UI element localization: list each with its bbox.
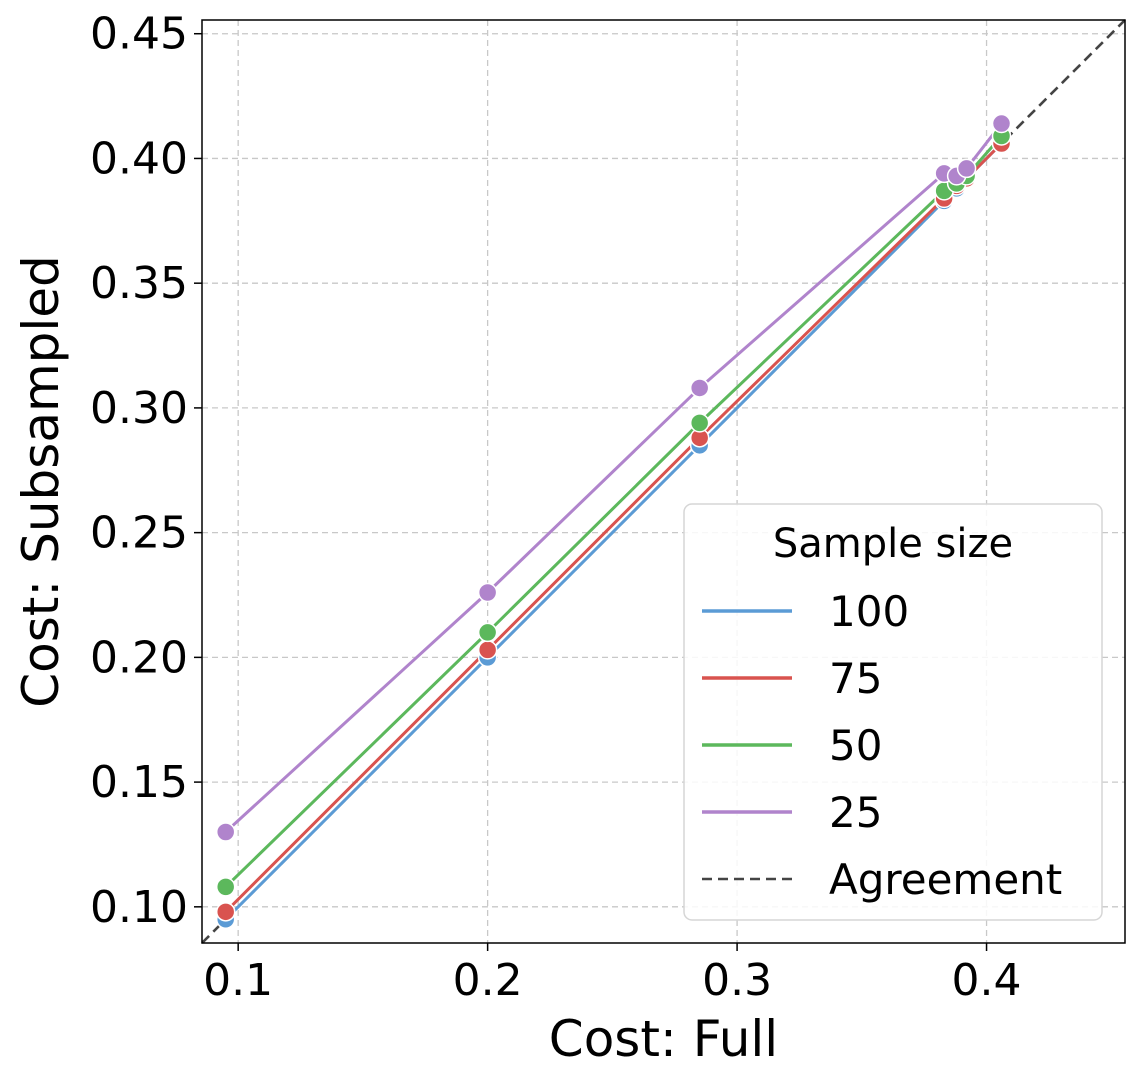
- data-point-75: [477, 640, 498, 660]
- data-point-75: [215, 902, 236, 922]
- legend-label: Agreement: [829, 855, 1062, 904]
- data-point-50: [477, 622, 498, 643]
- y-tick-label: 0.40: [90, 133, 188, 184]
- data-point-50: [215, 877, 236, 897]
- x-axis-ticks: 0.1 0.2 0.3 0.4: [203, 943, 1022, 1006]
- grid: [202, 20, 1125, 943]
- y-tick-label: 0.20: [90, 632, 188, 683]
- y-tick-label: 0.45: [90, 9, 188, 60]
- y-tick-label: 0.25: [90, 508, 188, 559]
- y-axis-ticks: 0.10 0.15 0.20 0.25 0.30 0.35 0.40 0.45: [90, 9, 202, 933]
- data-point-50: [689, 413, 710, 433]
- x-tick-label: 0.3: [702, 955, 772, 1006]
- legend-label: 50: [829, 721, 882, 770]
- y-tick-label: 0.30: [90, 383, 188, 434]
- x-axis-label: Cost: Full: [549, 1010, 778, 1068]
- data-point-25: [956, 158, 977, 179]
- legend-label: 75: [829, 654, 882, 703]
- series-points: [215, 113, 1012, 930]
- y-tick-label: 0.15: [90, 757, 188, 808]
- legend-label: 100: [829, 587, 909, 636]
- plot-frame: [201, 19, 1126, 944]
- legend: Sample size 100 75 50 25 Agreement: [683, 503, 1103, 921]
- x-tick-label: 0.1: [203, 955, 273, 1006]
- y-tick-label: 0.10: [90, 882, 188, 933]
- legend-label: 25: [829, 788, 882, 837]
- y-tick-label: 0.35: [90, 258, 188, 309]
- data-point-25: [991, 113, 1012, 134]
- data-point-25: [215, 822, 236, 842]
- y-axis-label: Cost: Subsampled: [12, 255, 70, 708]
- legend-items: 100 75 50 25 Agreement: [702, 587, 1062, 904]
- data-point-25: [689, 378, 710, 398]
- legend-title: Sample size: [773, 521, 1013, 567]
- x-tick-label: 0.4: [952, 955, 1022, 1006]
- legend-box: [683, 503, 1103, 921]
- data-point-25: [477, 582, 498, 603]
- x-tick-label: 0.2: [453, 955, 523, 1006]
